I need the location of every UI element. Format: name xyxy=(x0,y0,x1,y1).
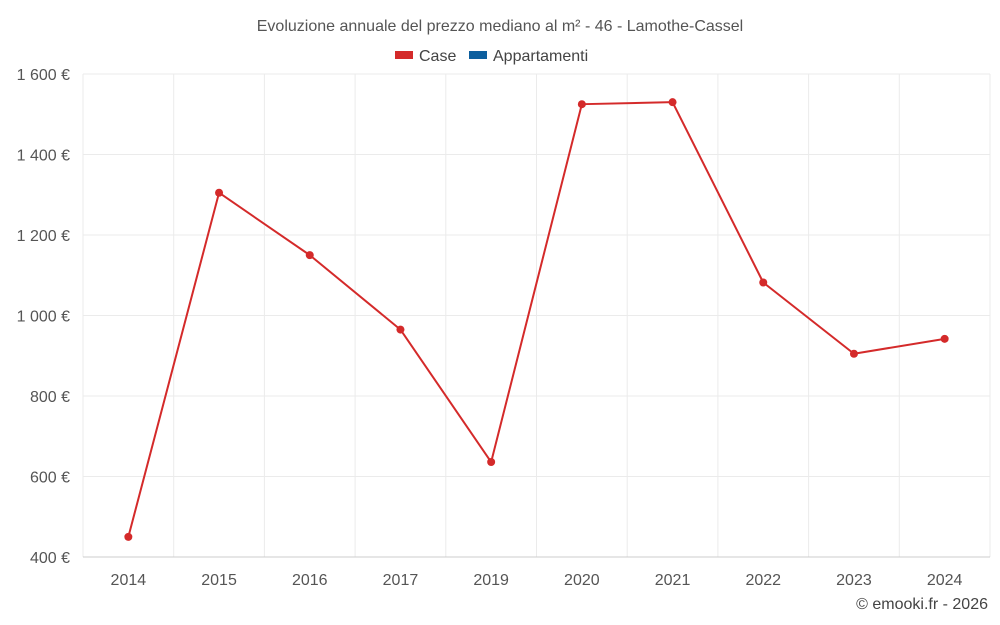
x-tick-label: 2019 xyxy=(473,572,509,589)
x-tick-label: 2024 xyxy=(927,572,963,589)
x-axis-tick-labels: 2014 2015 2016 2017 2019 2020 2021 2022 2023 2024 xyxy=(111,572,963,589)
legend-label-case: Case xyxy=(419,48,456,65)
y-tick-label: 600 € xyxy=(30,470,70,487)
x-tick-label: 2014 xyxy=(111,572,147,589)
chart-title: Evoluzione annuale del prezzo mediano al… xyxy=(257,18,743,35)
credit-text: © emooki.fr - 2026 xyxy=(856,596,988,613)
data-point[interactable] xyxy=(759,278,768,287)
x-tick-label: 2017 xyxy=(383,572,419,589)
y-tick-label: 1 600 € xyxy=(17,67,70,84)
data-point[interactable] xyxy=(849,349,858,358)
data-point[interactable] xyxy=(577,100,586,109)
data-point[interactable] xyxy=(396,325,405,334)
legend-swatch-case xyxy=(395,51,413,59)
x-tick-label: 2023 xyxy=(836,572,872,589)
legend-swatch-appartamenti xyxy=(469,51,487,59)
x-tick-label: 2015 xyxy=(201,572,237,589)
data-point[interactable] xyxy=(215,188,224,197)
y-tick-label: 1 400 € xyxy=(17,148,70,165)
series-points xyxy=(124,98,949,541)
data-point[interactable] xyxy=(668,98,677,107)
x-tick-label: 2016 xyxy=(292,572,328,589)
y-tick-label: 800 € xyxy=(30,389,70,406)
data-point[interactable] xyxy=(940,334,949,343)
legend: Case Appartamenti xyxy=(395,48,588,65)
y-tick-label: 400 € xyxy=(30,550,70,567)
x-tick-label: 2020 xyxy=(564,572,600,589)
x-gridlines xyxy=(82,74,991,557)
series-lines xyxy=(127,101,945,538)
x-tick-label: 2022 xyxy=(745,572,781,589)
data-point[interactable] xyxy=(124,532,133,541)
legend-item-appartamenti[interactable]: Appartamenti xyxy=(469,48,588,65)
y-tick-label: 1 000 € xyxy=(17,309,70,326)
series-line-case xyxy=(127,101,945,538)
y-tick-label: 1 200 € xyxy=(17,228,70,245)
data-point[interactable] xyxy=(305,251,314,260)
legend-item-case[interactable]: Case xyxy=(395,48,456,65)
x-tick-label: 2021 xyxy=(655,572,691,589)
data-point[interactable] xyxy=(487,458,496,467)
legend-label-appartamenti: Appartamenti xyxy=(493,48,588,65)
y-axis-tick-labels: 400 € 600 € 800 € 1 000 € 1 200 € 1 400 € 1 60… xyxy=(17,67,70,567)
